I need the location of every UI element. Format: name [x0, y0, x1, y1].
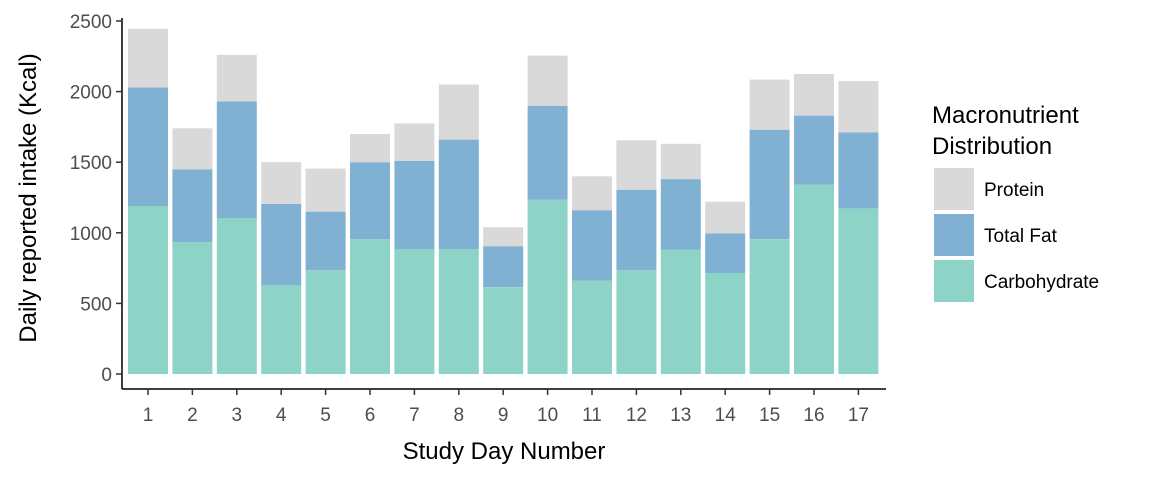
- x-tick-label: 5: [320, 405, 331, 426]
- x-tick-label: 9: [498, 405, 509, 426]
- bar-protein-day-11: [572, 176, 612, 210]
- x-tick-label: 2: [187, 405, 198, 426]
- bar-total-fat-day-1: [128, 87, 168, 206]
- bar-total-fat-day-17: [838, 133, 878, 209]
- x-tick-label: 6: [365, 405, 376, 426]
- bar-protein-day-17: [838, 81, 878, 133]
- bar-protein-day-7: [394, 123, 434, 160]
- x-axis-ticks: 1 2 3 4 5 6 7 8 9 10 11 12 13 14 15 16 17: [143, 389, 869, 426]
- bar-total-fat-day-6: [350, 162, 390, 239]
- y-axis-title: Daily reported intake (Kcal): [15, 53, 42, 342]
- bar-protein-day-8: [439, 85, 479, 140]
- x-tick-label: 16: [803, 405, 824, 426]
- bar-protein-day-12: [616, 140, 656, 189]
- bar-protein-day-4: [261, 162, 301, 204]
- legend-swatch-protein: [934, 168, 974, 210]
- x-tick-label: 14: [715, 405, 737, 426]
- x-tick-label: 1: [143, 405, 154, 426]
- legend-label-total-fat: Total Fat: [984, 226, 1058, 247]
- legend-items: Protein Total Fat Carbohydrate: [934, 168, 1099, 302]
- bar-total-fat-day-5: [306, 212, 346, 271]
- bar-carbohydrate-day-5: [306, 270, 346, 374]
- bar-total-fat-day-8: [439, 140, 479, 249]
- x-axis-title: Study Day Number: [403, 438, 606, 465]
- bar-carbohydrate-day-11: [572, 281, 612, 374]
- y-tick-label: 1000: [70, 224, 112, 245]
- legend-label-protein: Protein: [984, 180, 1044, 201]
- x-tick-label: 17: [848, 405, 869, 426]
- bar-carbohydrate-day-6: [350, 239, 390, 374]
- y-tick-label: 1500: [70, 153, 112, 174]
- bar-total-fat-day-15: [750, 130, 790, 239]
- bar-protein-day-13: [661, 144, 701, 179]
- bar-protein-day-6: [350, 134, 390, 162]
- legend-swatch-carbohydrate: [934, 260, 974, 302]
- bar-total-fat-day-13: [661, 179, 701, 250]
- bar-total-fat-day-16: [794, 116, 834, 185]
- bar-carbohydrate-day-7: [394, 249, 434, 374]
- x-tick-label: 7: [409, 405, 420, 426]
- bar-carbohydrate-day-17: [838, 209, 878, 374]
- bar-carbohydrate-day-12: [616, 270, 656, 374]
- x-tick-label: 11: [582, 405, 602, 426]
- bar-total-fat-day-7: [394, 161, 434, 249]
- y-tick-label: 500: [80, 294, 112, 315]
- x-tick-label: 10: [537, 405, 558, 426]
- bar-total-fat-day-11: [572, 210, 612, 281]
- bar-protein-day-1: [128, 29, 168, 88]
- x-tick-label: 3: [232, 405, 243, 426]
- y-tick-label: 2000: [70, 83, 112, 104]
- bar-total-fat-day-2: [172, 169, 212, 242]
- bar-protein-day-5: [306, 169, 346, 212]
- y-axis-ticks: 0 500 1000 1500 2000 2500: [70, 12, 122, 386]
- bar-protein-day-3: [217, 55, 257, 102]
- bar-carbohydrate-day-4: [261, 285, 301, 374]
- bar-carbohydrate-day-8: [439, 249, 479, 374]
- bar-carbohydrate-day-3: [217, 218, 257, 374]
- legend-title-line-2: Distribution: [932, 133, 1052, 160]
- bar-protein-day-15: [750, 80, 790, 130]
- bars-layer: [128, 29, 878, 374]
- bar-total-fat-day-9: [483, 246, 523, 287]
- x-tick-label: 4: [276, 405, 287, 426]
- bar-protein-day-10: [528, 56, 568, 106]
- bar-carbohydrate-day-2: [172, 242, 212, 374]
- bar-total-fat-day-14: [705, 234, 745, 274]
- x-tick-label: 13: [670, 405, 691, 426]
- x-tick-label: 8: [454, 405, 465, 426]
- x-tick-label: 15: [759, 405, 780, 426]
- bar-total-fat-day-10: [528, 106, 568, 200]
- bar-protein-day-16: [794, 74, 834, 116]
- bar-protein-day-2: [172, 128, 212, 169]
- bar-total-fat-day-3: [217, 102, 257, 219]
- legend-label-carbohydrate: Carbohydrate: [984, 272, 1099, 293]
- x-tick-label: 12: [626, 405, 647, 426]
- bar-total-fat-day-4: [261, 204, 301, 285]
- bar-protein-day-9: [483, 227, 523, 246]
- bar-carbohydrate-day-15: [750, 239, 790, 374]
- y-tick-label: 0: [101, 365, 112, 386]
- bar-total-fat-day-12: [616, 190, 656, 271]
- bar-carbohydrate-day-13: [661, 250, 701, 374]
- legend: Macronutrient Distribution Protein Total …: [932, 102, 1099, 302]
- legend-swatch-total-fat: [934, 214, 974, 256]
- legend-title-line-1: Macronutrient: [932, 102, 1079, 129]
- bar-carbohydrate-day-1: [128, 206, 168, 374]
- bar-carbohydrate-day-16: [794, 185, 834, 374]
- bar-protein-day-14: [705, 202, 745, 234]
- bar-carbohydrate-day-10: [528, 200, 568, 374]
- bar-carbohydrate-day-14: [705, 273, 745, 374]
- y-tick-label: 2500: [70, 12, 112, 33]
- bar-carbohydrate-day-9: [483, 287, 523, 374]
